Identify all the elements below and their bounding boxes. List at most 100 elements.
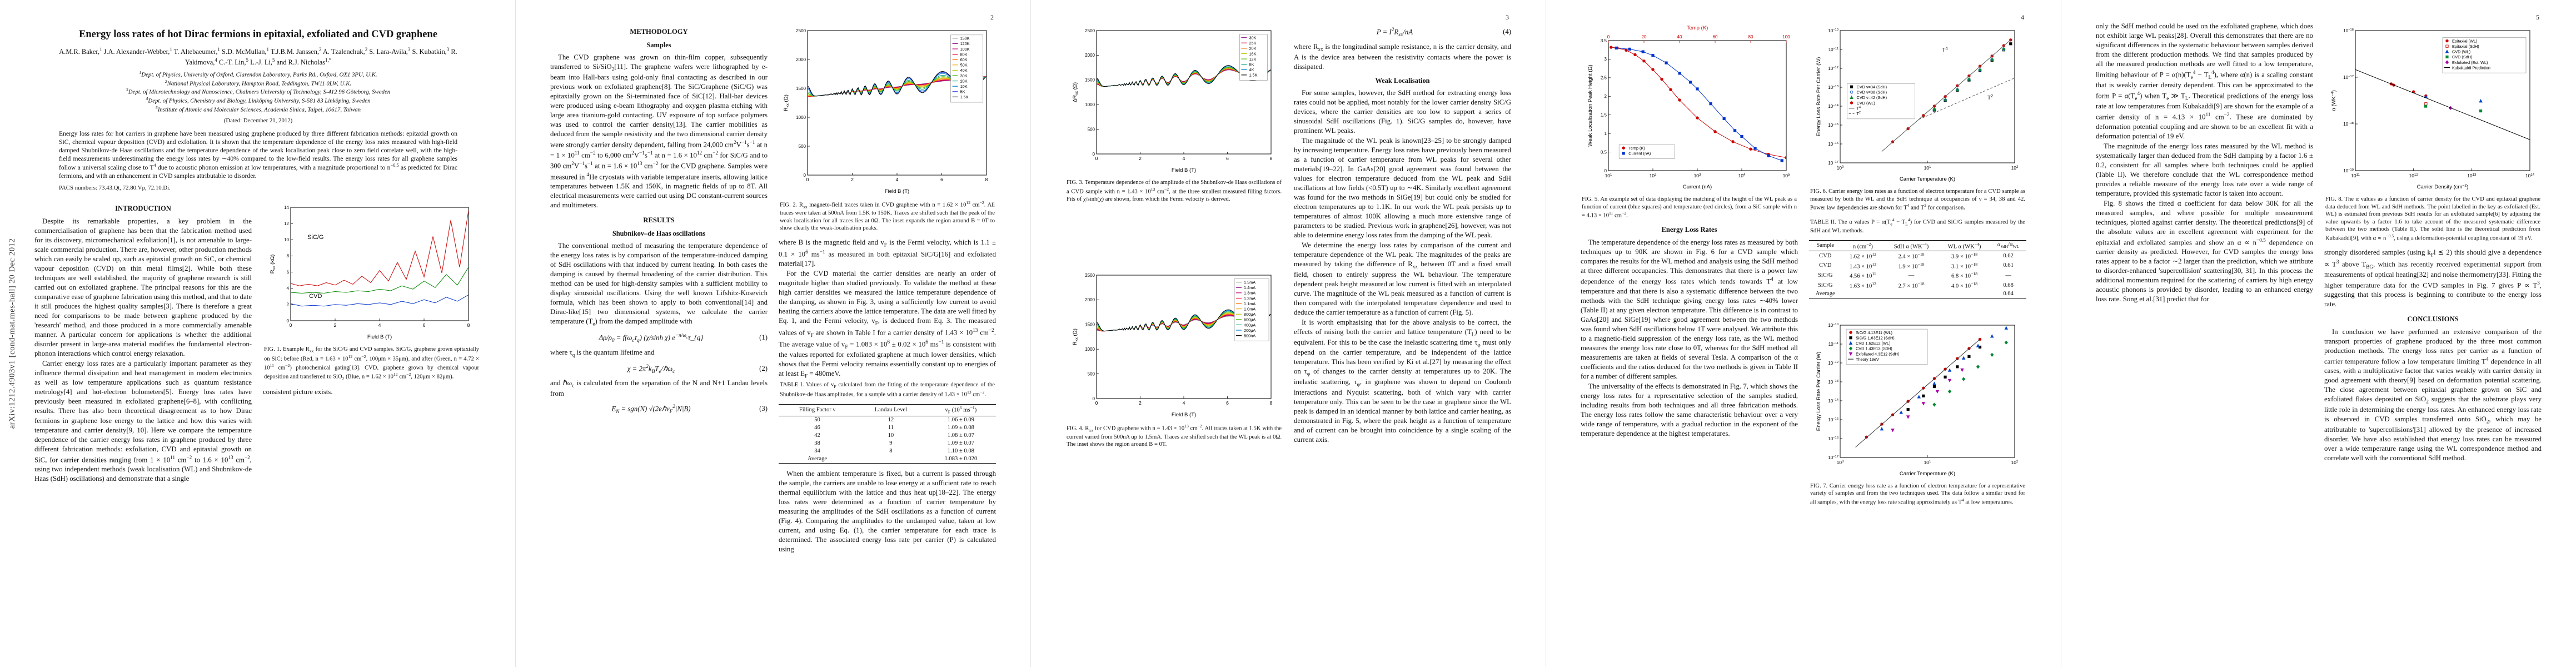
svg-text:1.0mA: 1.0mA (1244, 307, 1255, 312)
paragraph: Fig. 8 shows the fitted α coefficient fo… (2096, 199, 2313, 303)
svg-text:0: 0 (1095, 400, 1098, 406)
svg-text:10−12: 10−12 (1828, 66, 1838, 71)
svg-text:100K: 100K (960, 47, 969, 52)
table-cell: 0.62 (2003, 252, 2014, 259)
svg-text:1: 1 (1604, 131, 1607, 136)
svg-text:500: 500 (1087, 372, 1095, 377)
fig3-plot: 0 2 4 6 8 0 500 1000 1500 2000 2500 Field B (T) ΔRxx… (1072, 28, 1273, 173)
table-cell: 3.1 × 10−18 (1951, 261, 1978, 270)
svg-text:Rxx (Ω): Rxx (Ω) (1072, 328, 1079, 345)
svg-text:10−15: 10−15 (1828, 123, 1838, 128)
table-cell: 2.7 × 10−18 (1898, 281, 1925, 290)
svg-text:Field B (T): Field B (T) (884, 188, 909, 195)
fig1-caption: FIG. 1. Example Rxx for the SiC/G and CV… (264, 346, 480, 381)
page-2: 2 METHODOLOGY Samples The CVD graphene was… (515, 0, 1030, 667)
svg-text:0: 0 (806, 177, 809, 182)
svg-text:104: 104 (1738, 173, 1745, 178)
table-cell: 1.08 ± 0.07 (947, 432, 974, 439)
table-cell: 0.61 (2003, 262, 2014, 269)
svg-text:CVD 1.43E13 (SdH): CVD 1.43E13 (SdH) (1855, 346, 1892, 351)
svg-text:10−12: 10−12 (1828, 361, 1838, 366)
svg-text:6: 6 (286, 270, 289, 275)
paragraph: For some samples, however, the SdH metho… (1294, 88, 1511, 135)
fig7-caption: FIG. 7. Carrier energy loss rate as a fu… (1810, 482, 2025, 506)
table-cell: 8 (889, 448, 893, 455)
svg-text:Energy Loss Rate Per Carrier (: Energy Loss Rate Per Carrier (W) (1816, 57, 1822, 137)
table-cell: 1.083 ± 0.020 (944, 456, 978, 462)
paragraph: consistent picture exists. (263, 387, 333, 396)
svg-text:4: 4 (286, 286, 289, 291)
svg-text:10−14: 10−14 (1828, 104, 1839, 109)
svg-text:2500: 2500 (1085, 28, 1095, 33)
table-row: SiC/G 4.56 × 1011 — 6.8 × 10−18 — (1809, 271, 2026, 281)
paragraph: only the SdH method could be used on the… (2096, 22, 2313, 140)
svg-text:100: 100 (1836, 460, 1843, 465)
equation: Δρ/ρ0 = f(ωcτq) (χ/sinh χ) e−π/ωcτ_{q} (1… (550, 332, 768, 343)
svg-text:3: 3 (1604, 57, 1607, 62)
page-5-left-column: only the SdH method could be used on the… (2096, 22, 2313, 464)
svg-text:1013: 1013 (2467, 173, 2477, 178)
svg-text:4: 4 (378, 322, 381, 328)
svg-text:4: 4 (1182, 156, 1185, 161)
svg-text:500nA: 500nA (1244, 334, 1255, 339)
page-2-right-column: 0 2 4 6 8 0 500 1000 1500 2000 2500 Field B (T) Rxx … (779, 22, 996, 555)
svg-text:8: 8 (286, 253, 289, 258)
table-cell: 38 (814, 440, 820, 447)
svg-text:1.5: 1.5 (1600, 113, 1607, 118)
fig8-plot: 1011 1012 1013 1014 10−19 10−18 10−17 10−16 Carr… (2330, 28, 2534, 190)
svg-text:Energy Loss Rate Per Carrier (: Energy Loss Rate Per Carrier (W) (1816, 351, 1822, 431)
svg-text:6: 6 (1226, 156, 1229, 161)
equation-number: (1) (759, 333, 768, 341)
page-4: 4 101 102 103 104 105 0 0.5 1 1.5 2 2.5 3 3.5 0 20 40 60… (1546, 0, 2061, 667)
table-cell: 1.62 × 1012 (1849, 252, 1876, 260)
table-cell: 1.63 × 1012 (1849, 281, 1876, 290)
svg-text:2500: 2500 (1085, 273, 1095, 278)
svg-text:10−15: 10−15 (1828, 417, 1838, 422)
fig2: 0 2 4 6 8 0 500 1000 1500 2000 2500 Field B (T) Rxx … (779, 24, 996, 198)
svg-text:4: 4 (1182, 400, 1185, 406)
table-cell: 1.09 ± 0.08 (947, 425, 974, 431)
page-4-right-column: 100 101 102 10−17 10−16 10−15 10−14 10−13 10−12 1… (1809, 22, 2026, 512)
equation-number: (2) (759, 364, 768, 372)
svg-text:6: 6 (940, 177, 943, 182)
svg-text:30K: 30K (1249, 35, 1256, 40)
svg-text:80K: 80K (960, 52, 967, 57)
fig4-caption: FIG. 4. Rxx for CVD graphene with n = 1.… (1067, 424, 1282, 448)
svg-text:Current (nA): Current (nA) (1628, 151, 1651, 156)
svg-text:Carrier Temperature (K): Carrier Temperature (K) (1899, 471, 1955, 477)
table-cell: 1.43 × 1013 (1849, 261, 1876, 270)
fig6-caption: FIG. 6. Carrier energy loss rates as a f… (1810, 188, 2025, 211)
table-cell: 50 (814, 417, 820, 424)
svg-text:Temp (K): Temp (K) (1628, 146, 1645, 151)
fig2-caption: FIG. 2. Rxx magneto-field traces taken i… (780, 200, 995, 232)
table-cell: 4.0 × 10−18 (1951, 281, 1978, 290)
fig5-caption: FIG. 5. An example set of data displayin… (1582, 196, 1797, 219)
svg-text:10−17: 10−17 (2343, 75, 2354, 80)
table-header: n (cm−2) (1852, 241, 1873, 250)
table-cell: 11 (888, 425, 894, 431)
section-heading: INTRODUCTION (115, 205, 171, 213)
svg-text:1011: 1011 (2351, 173, 2360, 178)
svg-text:T4: T4 (1856, 106, 1860, 111)
svg-text:20: 20 (1641, 34, 1646, 39)
svg-text:10−13: 10−13 (1828, 380, 1838, 385)
svg-text:2: 2 (851, 177, 854, 182)
equation-number: (4) (1503, 27, 1511, 36)
table-cell: 0.64 (2003, 291, 2014, 297)
svg-text:Weak Localisation Peak Height: Weak Localisation Peak Height (Ω) (1587, 64, 1593, 146)
svg-text:CVD (WL): CVD (WL) (2452, 49, 2470, 54)
fig1: 0 2 4 6 8 0 2 4 6 8 10 12 14 Field B (T) Rxx (kΩ) SiC/G… (263, 201, 480, 344)
svg-text:SiC/G: SiC/G (307, 234, 323, 241)
svg-text:800μA: 800μA (1244, 312, 1255, 317)
table-header: Filling Factor ν (799, 407, 836, 414)
svg-text:1.5K: 1.5K (960, 94, 968, 99)
table-cell: 1.06 ± 0.09 (947, 417, 974, 424)
svg-text:1012: 1012 (2409, 173, 2418, 178)
svg-text:60: 60 (1712, 34, 1717, 39)
arxiv-stamp: arXiv:1212.4903v1 [cond-mat.mes-hall] 20… (8, 238, 17, 429)
table-cell: 0.68 (2003, 282, 2014, 288)
svg-text:2: 2 (1139, 400, 1142, 406)
table-row: 42 10 1.08 ± 0.07 (779, 432, 996, 440)
svg-text:1.1mA: 1.1mA (1244, 301, 1255, 306)
svg-text:0: 0 (1092, 152, 1095, 157)
